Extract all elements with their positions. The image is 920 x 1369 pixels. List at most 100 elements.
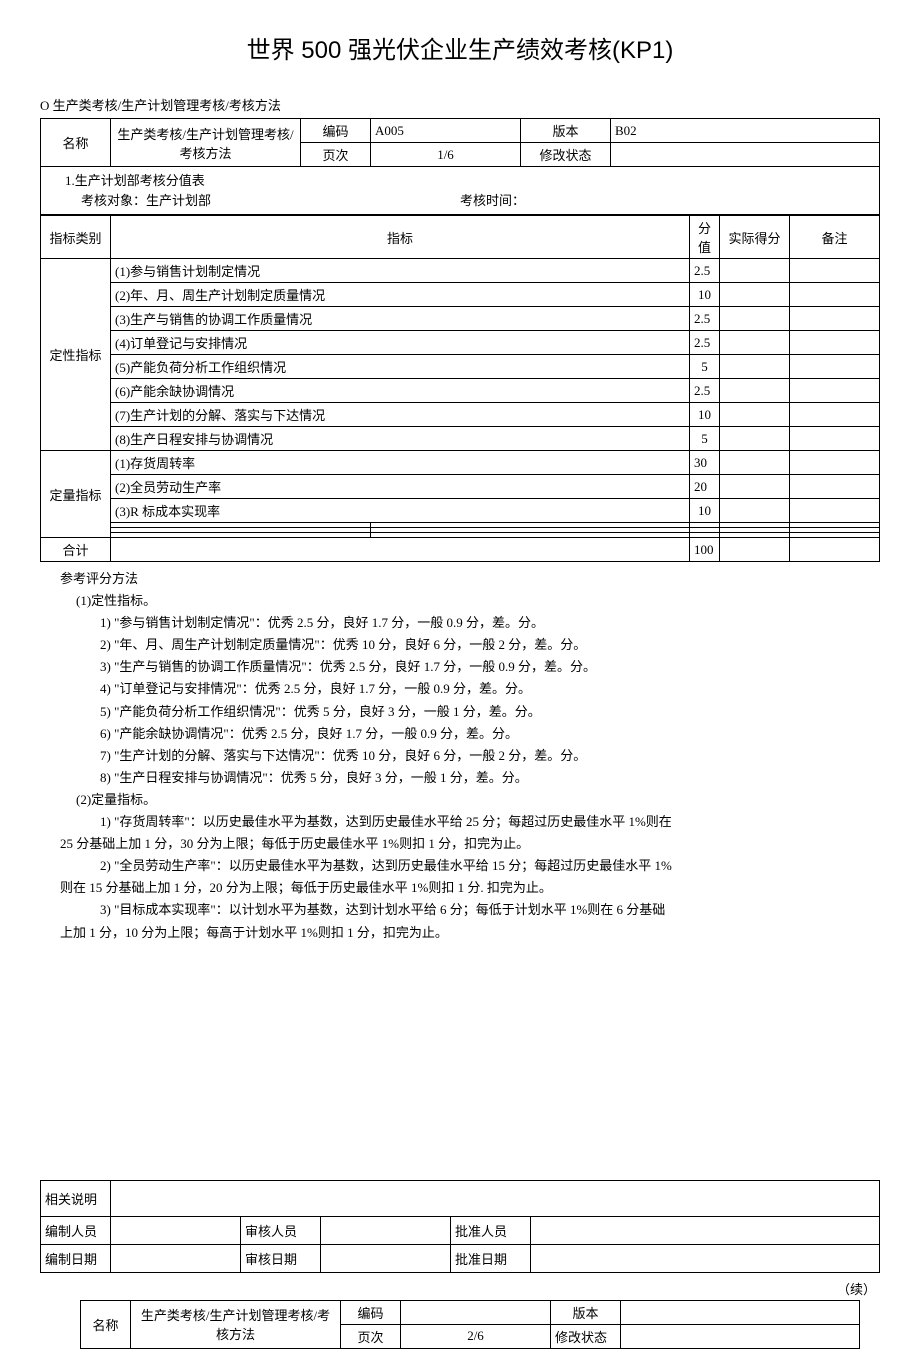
- code-value: [401, 1300, 551, 1324]
- total-label: 合计: [41, 538, 111, 562]
- indicator-label: (1)参与销售计划制定情况: [111, 259, 690, 283]
- methods-line: 3) "生产与销售的协调工作质量情况"：优秀 2.5 分，良好 1.7 分，一般…: [60, 656, 876, 678]
- reviewer-label: 审核人员: [241, 1216, 321, 1244]
- indicator-label: (3)生产与销售的协调工作质量情况: [111, 307, 690, 331]
- col-category: 指标类别: [41, 216, 111, 259]
- section-line2-right: 考核时间：: [460, 191, 525, 211]
- total-value: 100: [690, 538, 720, 562]
- table-row: (4)订单登记与安排情况 2.5: [41, 331, 880, 355]
- indicator-score: 5: [690, 427, 720, 451]
- breadcrumb: O 生产类考核/生产计划管理考核/考核方法: [40, 95, 880, 114]
- methods-line: 5) "产能负荷分析工作组织情况"：优秀 5 分，良好 3 分，一般 1 分，差…: [60, 701, 876, 723]
- code-label: 编码: [301, 119, 371, 143]
- indicator-label: (4)订单登记与安排情况: [111, 331, 690, 355]
- col-indicator: 指标: [111, 216, 690, 259]
- indicator-label: (5)产能负荷分析工作组织情况: [111, 355, 690, 379]
- page-title: 世界 500 强光伏企业生产绩效考核(KP1): [40, 30, 880, 65]
- methods-q2-head: (2)定量指标。: [60, 789, 876, 811]
- indicator-label: (7)生产计划的分解、落实与下达情况: [111, 403, 690, 427]
- indicator-score: 10: [690, 499, 720, 523]
- code-label: 编码: [341, 1300, 401, 1324]
- methods-line: 7) "生产计划的分解、落实与下达情况"：优秀 10 分，良好 6 分，一般 2…: [60, 745, 876, 767]
- version-value: [621, 1300, 860, 1324]
- col-actual: 实际得分: [720, 216, 790, 259]
- version-label: 版本: [521, 119, 611, 143]
- page-value: 2/6: [401, 1324, 551, 1348]
- score-table: 指标类别 指标 分值 实际得分 备注 定性指标 (1)参与销售计划制定情况 2.…: [40, 215, 880, 562]
- methods-line: 1) "存货周转率"：以历史最佳水平为基数，达到历史最佳水平给 25 分；每超过…: [60, 811, 876, 833]
- indicator-label: (6)产能余缺协调情况: [111, 379, 690, 403]
- indicator-label: (2)全员劳动生产率: [111, 475, 690, 499]
- section-line1: 1.生产计划部考核分值表: [49, 171, 871, 191]
- section-note: 1.生产计划部考核分值表 考核对象：生产计划部 考核时间：: [41, 167, 880, 215]
- table-row: 定性指标 (1)参与销售计划制定情况 2.5: [41, 259, 880, 283]
- indicator-score: 2.5: [690, 259, 720, 283]
- indicator-score: 2.5: [690, 379, 720, 403]
- methods-line: 上加 1 分，10 分为上限；每高于计划水平 1%则扣 1 分，扣完为止。: [60, 922, 876, 944]
- table-row: (7)生产计划的分解、落实与下达情况 10: [41, 403, 880, 427]
- methods-line: 2) "全员劳动生产率"：以历史最佳水平为基数，达到历史最佳水平给 15 分；每…: [60, 855, 876, 877]
- modify-value: [611, 143, 880, 167]
- name-label: 名称: [81, 1300, 131, 1348]
- col-remark: 备注: [790, 216, 880, 259]
- methods-line: 6) "产能余缺协调情况"：优秀 2.5 分，良好 1.7 分，一般 0.9 分…: [60, 723, 876, 745]
- methods-line: 3) "目标成本实现率"：以计划水平为基数，达到计划水平给 6 分；每低于计划水…: [60, 899, 876, 921]
- review-date-label: 审核日期: [241, 1244, 321, 1272]
- indicator-score: 2.5: [690, 331, 720, 355]
- methods-line: 1) "参与销售计划制定情况"：优秀 2.5 分，良好 1.7 分，一般 0.9…: [60, 612, 876, 634]
- scoring-methods: 参考评分方法 (1)定性指标。 1) "参与销售计划制定情况"：优秀 2.5 分…: [40, 562, 880, 950]
- methods-line: 2) "年、月、周生产计划制定质量情况"：优秀 10 分，良好 6 分，一般 2…: [60, 634, 876, 656]
- indicator-label: (2)年、月、周生产计划制定质量情况: [111, 283, 690, 307]
- code-value: A005: [371, 119, 521, 143]
- methods-line: 则在 15 分基础上加 1 分，20 分为上限；每低于历史最佳水平 1%则扣 1…: [60, 877, 876, 899]
- modify-label: 修改状态: [551, 1324, 621, 1348]
- indicator-label: (3)R 标成本实现率: [111, 499, 690, 523]
- quant-label: 定量指标: [41, 451, 111, 538]
- qual-label: 定性指标: [41, 259, 111, 451]
- methods-line: 25 分基础上加 1 分，30 分为上限；每低于历史最佳水平 1%则扣 1 分，…: [60, 833, 876, 855]
- version-label: 版本: [551, 1300, 621, 1324]
- methods-line: 4) "订单登记与安排情况"：优秀 2.5 分，良好 1.7 分，一般 0.9 …: [60, 678, 876, 700]
- table-row: (5)产能负荷分析工作组织情况 5: [41, 355, 880, 379]
- indicator-score: 30: [690, 451, 720, 475]
- methods-q1-head: (1)定性指标。: [60, 590, 876, 612]
- table-row: (2)全员劳动生产率 20: [41, 475, 880, 499]
- col-score: 分值: [690, 216, 720, 259]
- table-row: (3)R 标成本实现率 10: [41, 499, 880, 523]
- name-value: 生产类考核/生产计划管理考核/考核方法: [131, 1300, 341, 1348]
- modify-value: [621, 1324, 860, 1348]
- total-row: 合计 100: [41, 538, 880, 562]
- indicator-label: (1)存货周转率: [111, 451, 690, 475]
- version-value: B02: [611, 119, 880, 143]
- footer-table: 相关说明 编制人员 审核人员 批准人员 编制日期 审核日期 批准日期: [40, 1180, 880, 1273]
- author-date-label: 编制日期: [41, 1244, 111, 1272]
- actual-cell: [720, 259, 790, 283]
- name-label: 名称: [41, 119, 111, 167]
- name-value: 生产类考核/生产计划管理考核/考核方法: [111, 119, 301, 167]
- desc-label: 相关说明: [41, 1180, 111, 1216]
- approver-label: 批准人员: [451, 1216, 531, 1244]
- section-line2-left: 考核对象：生产计划部: [49, 191, 460, 211]
- modify-label: 修改状态: [521, 143, 611, 167]
- remark-cell: [790, 259, 880, 283]
- indicator-score: 5: [690, 355, 720, 379]
- table-row: (3)生产与销售的协调工作质量情况 2.5: [41, 307, 880, 331]
- page-label: 页次: [301, 143, 371, 167]
- table-row: (6)产能余缺协调情况 2.5: [41, 379, 880, 403]
- author-label: 编制人员: [41, 1216, 111, 1244]
- indicator-score: 20: [690, 475, 720, 499]
- page-label: 页次: [341, 1324, 401, 1348]
- header2-table: 名称 生产类考核/生产计划管理考核/考核方法 编码 版本 页次 2/6 修改状态: [80, 1300, 860, 1349]
- indicator-score: 10: [690, 403, 720, 427]
- page-value: 1/6: [371, 143, 521, 167]
- indicator-score: 2.5: [690, 307, 720, 331]
- approve-date-label: 批准日期: [451, 1244, 531, 1272]
- table-row: (2)年、月、周生产计划制定质量情况 10: [41, 283, 880, 307]
- table-row: (8)生产日程安排与协调情况 5: [41, 427, 880, 451]
- table-row: 定量指标 (1)存货周转率 30: [41, 451, 880, 475]
- methods-head: 参考评分方法: [60, 568, 876, 590]
- indicator-label: (8)生产日程安排与协调情况: [111, 427, 690, 451]
- methods-line: 8) "生产日程安排与协调情况"：优秀 5 分，良好 3 分，一般 1 分，差。…: [60, 767, 876, 789]
- indicator-score: 10: [690, 283, 720, 307]
- continued-note: （续）: [40, 1279, 880, 1298]
